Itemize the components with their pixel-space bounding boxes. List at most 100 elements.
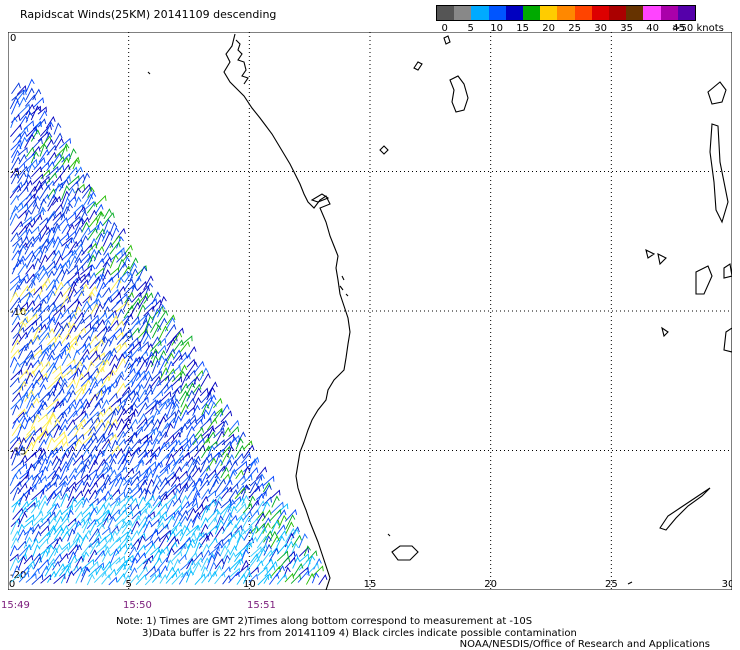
wind-barb [39, 294, 49, 303]
wind-barb [240, 484, 249, 495]
wind-barb [52, 291, 64, 305]
wind-barb [191, 492, 201, 507]
wind-barb [178, 423, 188, 438]
wind-barb [94, 397, 104, 408]
wind-barb [86, 201, 98, 214]
wind-barb [53, 536, 63, 549]
wind-barb [82, 342, 92, 353]
legend-tick-label: 5 [467, 23, 474, 34]
wind-barb [234, 534, 245, 550]
wind-barb [93, 570, 107, 583]
wind-barb [66, 474, 77, 486]
wind-barb [38, 538, 49, 549]
wind-barb [68, 497, 78, 513]
wind-barb [12, 361, 21, 374]
wind-barb [228, 426, 240, 437]
wind-barb [115, 353, 126, 368]
wind-barb [186, 425, 195, 438]
wind-barb [86, 360, 95, 374]
wind-barb [207, 537, 218, 549]
wind-barb [124, 445, 133, 459]
wind-barb [100, 386, 111, 401]
wind-barb [25, 87, 35, 101]
wind-barb [10, 368, 23, 381]
wind-barb [74, 327, 87, 340]
wind-barb [186, 382, 196, 396]
wind-barb [73, 433, 85, 445]
wind-barb [18, 437, 27, 450]
wind-barb [243, 528, 253, 541]
wind-barb [185, 524, 199, 537]
wind-barb [96, 495, 107, 506]
wind-barb [102, 325, 112, 339]
wind-barb [53, 424, 62, 438]
wind-barb [46, 144, 57, 156]
wind-barb [276, 524, 286, 535]
wind-barb [93, 449, 104, 466]
wind-barb [38, 304, 51, 317]
wind-barb [38, 430, 49, 443]
wind-barb [53, 431, 66, 443]
wind-barb [60, 332, 72, 345]
wind-barb [46, 315, 56, 325]
wind-barb [178, 437, 189, 446]
wind-barb [207, 381, 218, 396]
wind-barb [40, 277, 51, 289]
y-tick-label: 0 [10, 33, 16, 44]
wind-barb [67, 280, 77, 297]
wind-barb [38, 266, 47, 277]
wind-barb [53, 212, 66, 226]
wind-barb [87, 248, 97, 264]
wind-barb [122, 251, 132, 262]
wind-barb [67, 175, 80, 186]
wind-barb [96, 281, 107, 297]
wind-barb [9, 377, 20, 388]
wind-barb [32, 409, 42, 424]
wind-barb [73, 544, 83, 556]
wind-barb [32, 293, 41, 304]
wind-barb [124, 367, 136, 381]
wind-barb [37, 106, 47, 115]
wind-barb [263, 530, 273, 543]
wind-barb [115, 374, 124, 388]
wind-barb [30, 348, 42, 360]
wind-barb [102, 276, 114, 290]
wind-barb [87, 445, 98, 458]
wind-barb [44, 131, 53, 143]
wind-barb [257, 573, 270, 586]
wind-barb [109, 488, 121, 500]
wind-barb [262, 475, 275, 487]
wind-barb [235, 544, 249, 557]
wind-barb [150, 518, 160, 528]
wind-barb [74, 183, 85, 193]
wind-barb [60, 368, 73, 380]
wind-barb [25, 463, 35, 479]
wind-barb [89, 314, 99, 324]
wind-barb [16, 506, 28, 522]
wind-barb [46, 544, 55, 557]
wind-barb [79, 279, 89, 289]
wind-barb [96, 245, 105, 256]
wind-barb [25, 78, 35, 93]
wind-barb [9, 184, 22, 199]
wind-barb [61, 352, 72, 366]
wind-barb [31, 474, 41, 486]
wind-barb [93, 473, 105, 485]
wind-barb [170, 431, 181, 444]
wind-barb [200, 504, 210, 521]
wind-barb [61, 190, 70, 205]
wind-barb [45, 432, 53, 444]
wind-barb [306, 572, 315, 585]
wind-barb [227, 436, 238, 450]
wind-barb [145, 495, 155, 506]
wind-barb [150, 379, 162, 395]
wind-barb [194, 444, 206, 458]
wind-barb [18, 273, 29, 284]
wind-barb [129, 438, 142, 452]
wind-barb [206, 440, 218, 451]
wind-barb [145, 478, 155, 495]
wind-barb [142, 370, 151, 381]
wind-barb [10, 100, 21, 115]
wind-barb [101, 438, 111, 450]
wind-barb [103, 241, 114, 256]
